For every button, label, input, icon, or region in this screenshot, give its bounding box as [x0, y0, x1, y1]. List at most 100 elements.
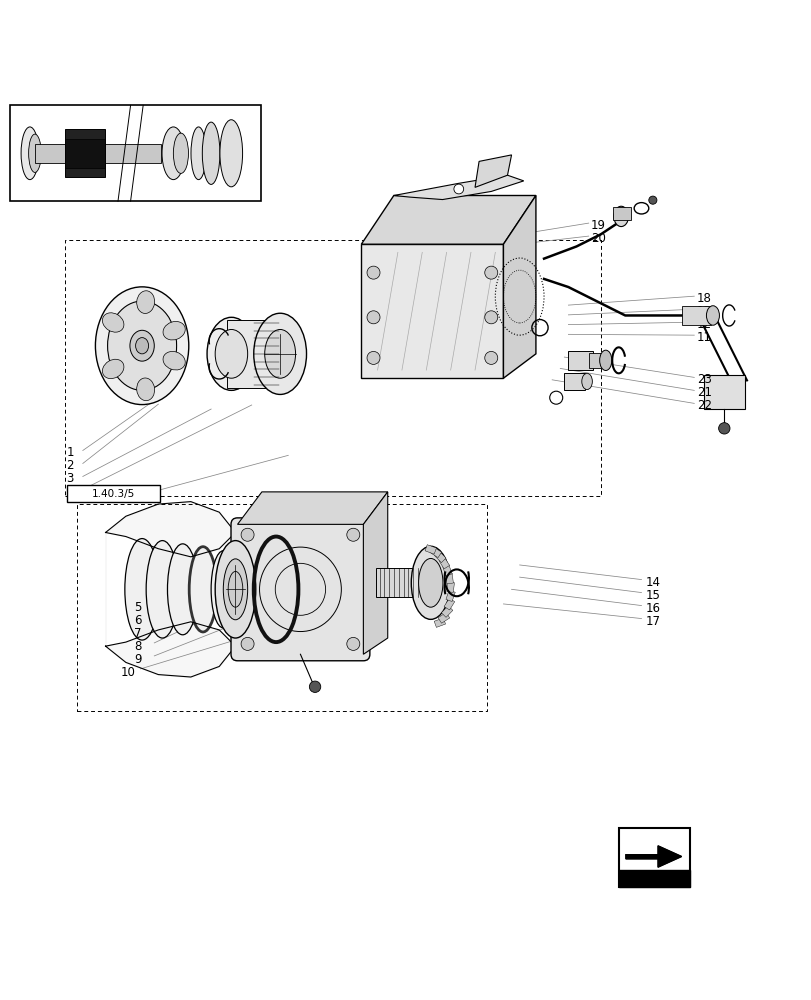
Circle shape: [718, 423, 729, 434]
Polygon shape: [361, 196, 535, 244]
Bar: [564, 373, 584, 390]
Text: 11: 11: [696, 331, 710, 344]
Circle shape: [453, 184, 463, 194]
Bar: [444, 598, 454, 610]
Ellipse shape: [174, 133, 188, 173]
Text: 13: 13: [696, 305, 710, 318]
Ellipse shape: [207, 317, 255, 390]
Ellipse shape: [613, 206, 628, 227]
Circle shape: [309, 681, 320, 692]
Text: 9: 9: [134, 653, 141, 666]
Ellipse shape: [95, 287, 188, 405]
Circle shape: [346, 637, 359, 650]
Text: 4: 4: [67, 485, 74, 498]
Text: 19: 19: [590, 219, 605, 232]
Ellipse shape: [102, 359, 124, 379]
Bar: [618, 828, 689, 887]
Ellipse shape: [28, 134, 41, 172]
Text: 20: 20: [590, 232, 605, 245]
Bar: [445, 590, 455, 602]
Text: 22: 22: [696, 399, 710, 412]
Ellipse shape: [410, 546, 449, 619]
Bar: [439, 557, 449, 569]
Ellipse shape: [599, 350, 611, 370]
Bar: [445, 573, 453, 584]
Text: 7: 7: [134, 627, 141, 640]
Bar: [65, 139, 105, 168]
Ellipse shape: [21, 127, 39, 180]
Ellipse shape: [223, 559, 247, 620]
Ellipse shape: [189, 547, 217, 632]
Text: 16: 16: [645, 602, 659, 615]
Ellipse shape: [146, 541, 178, 638]
Ellipse shape: [202, 122, 220, 184]
Bar: [442, 565, 452, 576]
Circle shape: [484, 351, 497, 364]
Bar: [10, 105, 261, 201]
Text: 21: 21: [696, 386, 710, 399]
Circle shape: [484, 311, 497, 324]
Ellipse shape: [163, 351, 185, 370]
Ellipse shape: [220, 120, 242, 187]
Bar: [375, 568, 428, 597]
Ellipse shape: [125, 539, 159, 640]
Bar: [424, 545, 436, 554]
Bar: [35, 144, 73, 163]
Bar: [681, 306, 710, 325]
Circle shape: [241, 637, 254, 650]
Bar: [618, 870, 689, 887]
Polygon shape: [503, 196, 535, 378]
Text: 6: 6: [134, 614, 141, 627]
Ellipse shape: [107, 301, 176, 390]
Ellipse shape: [191, 127, 206, 180]
Polygon shape: [393, 175, 523, 200]
Ellipse shape: [136, 378, 154, 401]
FancyBboxPatch shape: [230, 518, 369, 661]
Bar: [65, 129, 105, 177]
Text: 14: 14: [645, 576, 659, 589]
Polygon shape: [363, 492, 388, 654]
Text: 15: 15: [645, 589, 659, 602]
Bar: [434, 618, 445, 627]
Text: 5: 5: [134, 601, 141, 614]
Bar: [612, 207, 630, 220]
Text: 12: 12: [696, 318, 710, 331]
Bar: [437, 612, 449, 623]
Ellipse shape: [102, 313, 124, 332]
Bar: [588, 353, 603, 368]
Ellipse shape: [167, 544, 198, 635]
Ellipse shape: [648, 196, 656, 204]
Bar: [441, 606, 453, 617]
Bar: [434, 551, 445, 563]
Polygon shape: [474, 155, 511, 187]
Ellipse shape: [253, 313, 306, 394]
Ellipse shape: [706, 306, 719, 325]
Circle shape: [367, 311, 380, 324]
Bar: [446, 582, 454, 592]
Bar: [105, 144, 161, 163]
Text: 18: 18: [696, 292, 710, 305]
Text: 8: 8: [134, 640, 141, 653]
Bar: [227, 320, 280, 388]
Text: 3: 3: [67, 472, 74, 485]
Text: 17: 17: [645, 615, 659, 628]
Bar: [568, 351, 592, 370]
Polygon shape: [237, 492, 388, 524]
Bar: [429, 547, 441, 558]
Ellipse shape: [130, 330, 154, 361]
Bar: [67, 485, 160, 502]
Bar: [703, 375, 744, 409]
Ellipse shape: [215, 329, 247, 378]
Ellipse shape: [135, 338, 148, 354]
Ellipse shape: [163, 321, 185, 340]
Ellipse shape: [581, 373, 591, 390]
Text: 1.40.3/5: 1.40.3/5: [92, 489, 135, 499]
Text: 2: 2: [67, 459, 74, 472]
Circle shape: [367, 351, 380, 364]
Ellipse shape: [418, 558, 443, 607]
Circle shape: [367, 266, 380, 279]
Ellipse shape: [228, 571, 242, 607]
Text: 10: 10: [120, 666, 135, 679]
Ellipse shape: [162, 127, 184, 180]
Text: 23: 23: [696, 373, 710, 386]
